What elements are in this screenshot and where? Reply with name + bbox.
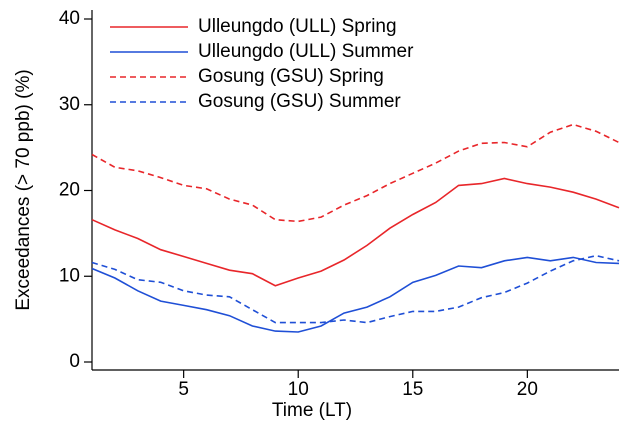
y-tick-label: 40 xyxy=(59,8,80,29)
y-tick-label: 10 xyxy=(59,265,80,286)
series-line xyxy=(91,177,620,287)
y-axis-label: Exceedances (> 70 ppb) (%) xyxy=(13,69,34,310)
series-line xyxy=(91,254,620,324)
y-tick-label: 0 xyxy=(69,351,80,372)
x-tick-label: 5 xyxy=(178,379,189,400)
legend-label: Ulleungdo (ULL) Summer xyxy=(198,41,414,62)
legend-label: Ulleungdo (ULL) Spring xyxy=(198,16,397,37)
x-tick-label: 10 xyxy=(288,379,309,400)
series-line xyxy=(91,256,620,333)
series-line xyxy=(91,123,620,223)
y-tick-label: 30 xyxy=(59,94,80,115)
x-axis-label: Time (LT) xyxy=(272,400,352,421)
legend-label: Gosung (GSU) Summer xyxy=(198,91,401,112)
x-tick-label: 15 xyxy=(402,379,423,400)
x-tick-label: 20 xyxy=(517,379,538,400)
y-tick-label: 20 xyxy=(59,180,80,201)
legend-label: Gosung (GSU) Spring xyxy=(198,66,384,87)
